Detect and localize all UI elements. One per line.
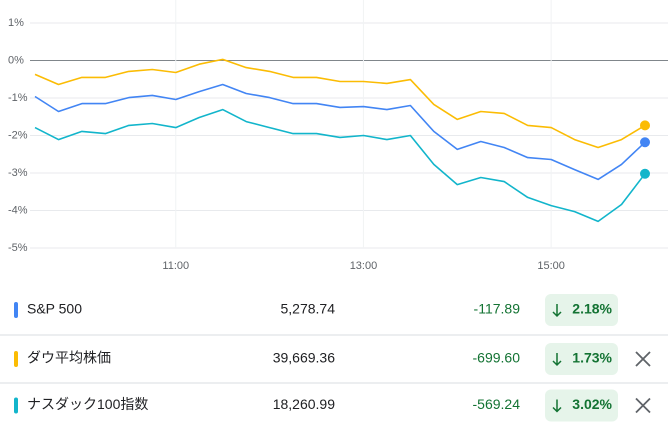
down-arrow (552, 353, 562, 367)
remove-button[interactable] (635, 351, 651, 367)
down-arrow (552, 399, 562, 413)
remove-button[interactable] (635, 397, 651, 414)
change: -699.60 (473, 350, 521, 366)
series-line (34, 58, 646, 149)
series-line (34, 83, 646, 181)
price: 39,669.36 (273, 350, 335, 366)
end-dot (640, 120, 650, 131)
end-dot (640, 137, 650, 148)
chart: 1% 0% -1% -2% -3% -4% -5% 11:00 13:00 15:00 (8, 0, 668, 272)
price: 18,260.99 (273, 396, 335, 412)
y-tick-label: -4% (8, 204, 28, 216)
color-swatch (14, 397, 18, 414)
down-arrow (552, 304, 562, 318)
end-dot (640, 168, 650, 179)
quote-table: S&P 500 5,278.74 -117.89 2.18% ダウ平均株価 39,669.… (0, 294, 668, 422)
x-tick-label: 11:00 (162, 260, 189, 272)
price: 5,278.74 (281, 301, 336, 317)
percent-pill (545, 389, 618, 422)
percent-change: 1.73% (572, 350, 612, 366)
y-tick-label: 0% (8, 54, 24, 66)
percent-change: 3.02% (572, 396, 612, 412)
y-tick-label: 1% (8, 17, 24, 29)
series-name: S&P 500 (27, 301, 82, 317)
change: -569.24 (473, 396, 521, 412)
x-tick-label: 13:00 (350, 260, 378, 272)
color-swatch (14, 351, 18, 367)
y-tick-label: -2% (8, 129, 28, 141)
y-tick-label: -3% (8, 167, 28, 179)
series-line (34, 108, 646, 223)
y-tick-label: -5% (8, 242, 28, 254)
change: -117.89 (474, 301, 521, 317)
series-name: ナスダック100指数 (27, 396, 148, 412)
percent-change: 2.18% (572, 301, 612, 317)
series-name: ダウ平均株価 (27, 350, 111, 366)
x-tick-label: 15:00 (537, 260, 565, 272)
y-tick-label: -1% (8, 92, 28, 104)
percent-pill (545, 294, 618, 326)
percent-pill (545, 343, 618, 375)
color-swatch (14, 302, 18, 318)
